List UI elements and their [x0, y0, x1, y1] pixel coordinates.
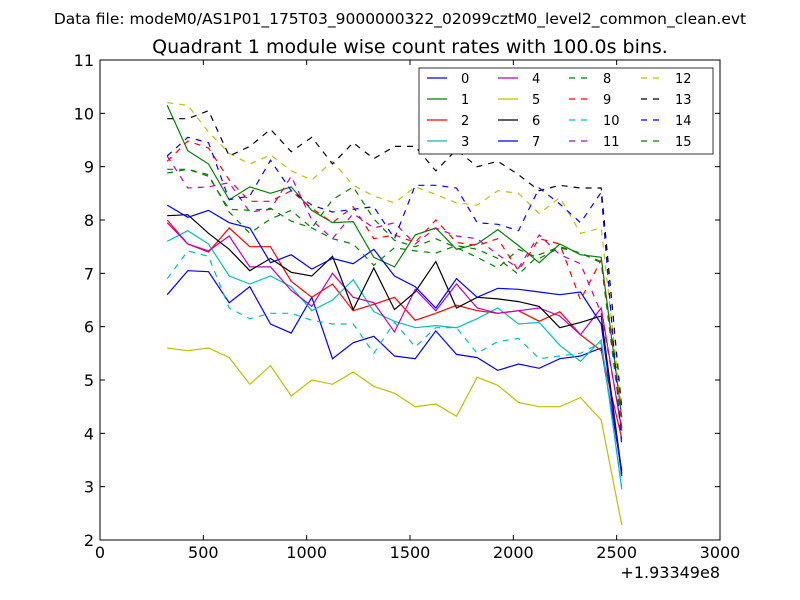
legend-label-2: 2: [461, 114, 469, 129]
legend-label-5: 5: [532, 93, 540, 108]
x-tick-label: 0: [95, 543, 105, 562]
series-line-5: [167, 347, 623, 526]
legend-label-8: 8: [603, 72, 611, 87]
legend-label-10: 10: [603, 114, 620, 129]
legend-label-12: 12: [675, 72, 692, 87]
legend-label-3: 3: [461, 135, 469, 150]
x-tick-label: 500: [188, 543, 219, 562]
series-line-3: [166, 230, 623, 490]
y-tick-label: 9: [84, 158, 94, 177]
legend-label-11: 11: [603, 135, 620, 150]
y-tick-label: 8: [84, 211, 94, 230]
plot-frame: [99, 59, 721, 541]
y-tick-label: 3: [84, 478, 94, 497]
suptitle: Data file: modeM0/AS1P01_175T03_90000003…: [54, 10, 746, 29]
y-tick-label: 5: [84, 371, 94, 390]
series-line-2: [166, 219, 623, 439]
series-line-1: [166, 105, 623, 418]
legend-label-7: 7: [532, 135, 540, 150]
x-tick-label: 3000: [700, 543, 741, 562]
y-tick-label: 2: [84, 531, 94, 550]
legend-label-14: 14: [675, 114, 692, 129]
x-offset-label: +1.93349e8: [620, 563, 720, 582]
x-tick-label: 1000: [286, 543, 327, 562]
legend-label-4: 4: [532, 72, 540, 87]
series-line-10: [166, 250, 623, 487]
series-line-7: [166, 204, 623, 477]
legend-label-1: 1: [461, 93, 469, 108]
chart-title: Quadrant 1 module wise count rates with …: [152, 36, 668, 58]
series-line-0: [166, 270, 623, 471]
series-layer: [166, 102, 623, 526]
legend-label-13: 13: [675, 93, 692, 108]
series-line-9: [166, 140, 623, 421]
series-line-11: [166, 155, 623, 429]
series-line-8: [167, 168, 623, 407]
legend-label-6: 6: [532, 114, 540, 129]
series-line-6: [167, 214, 623, 474]
x-tick-label: 1500: [390, 543, 431, 562]
y-tick-label: 10: [74, 104, 94, 123]
x-tick-label: 2000: [493, 543, 534, 562]
y-tick-label: 11: [74, 51, 94, 70]
y-tick-label: 4: [84, 424, 94, 443]
legend-label-15: 15: [675, 135, 692, 150]
series-line-12: [167, 102, 623, 413]
series-line-14: [166, 136, 623, 447]
legend-box: [418, 67, 714, 155]
series-line-4: [166, 222, 623, 431]
legend-label-9: 9: [603, 93, 611, 108]
y-tick-label: 6: [84, 318, 94, 337]
legend-label-0: 0: [461, 72, 469, 87]
x-tick-label: 2500: [596, 543, 637, 562]
y-tick-label: 7: [84, 264, 94, 283]
